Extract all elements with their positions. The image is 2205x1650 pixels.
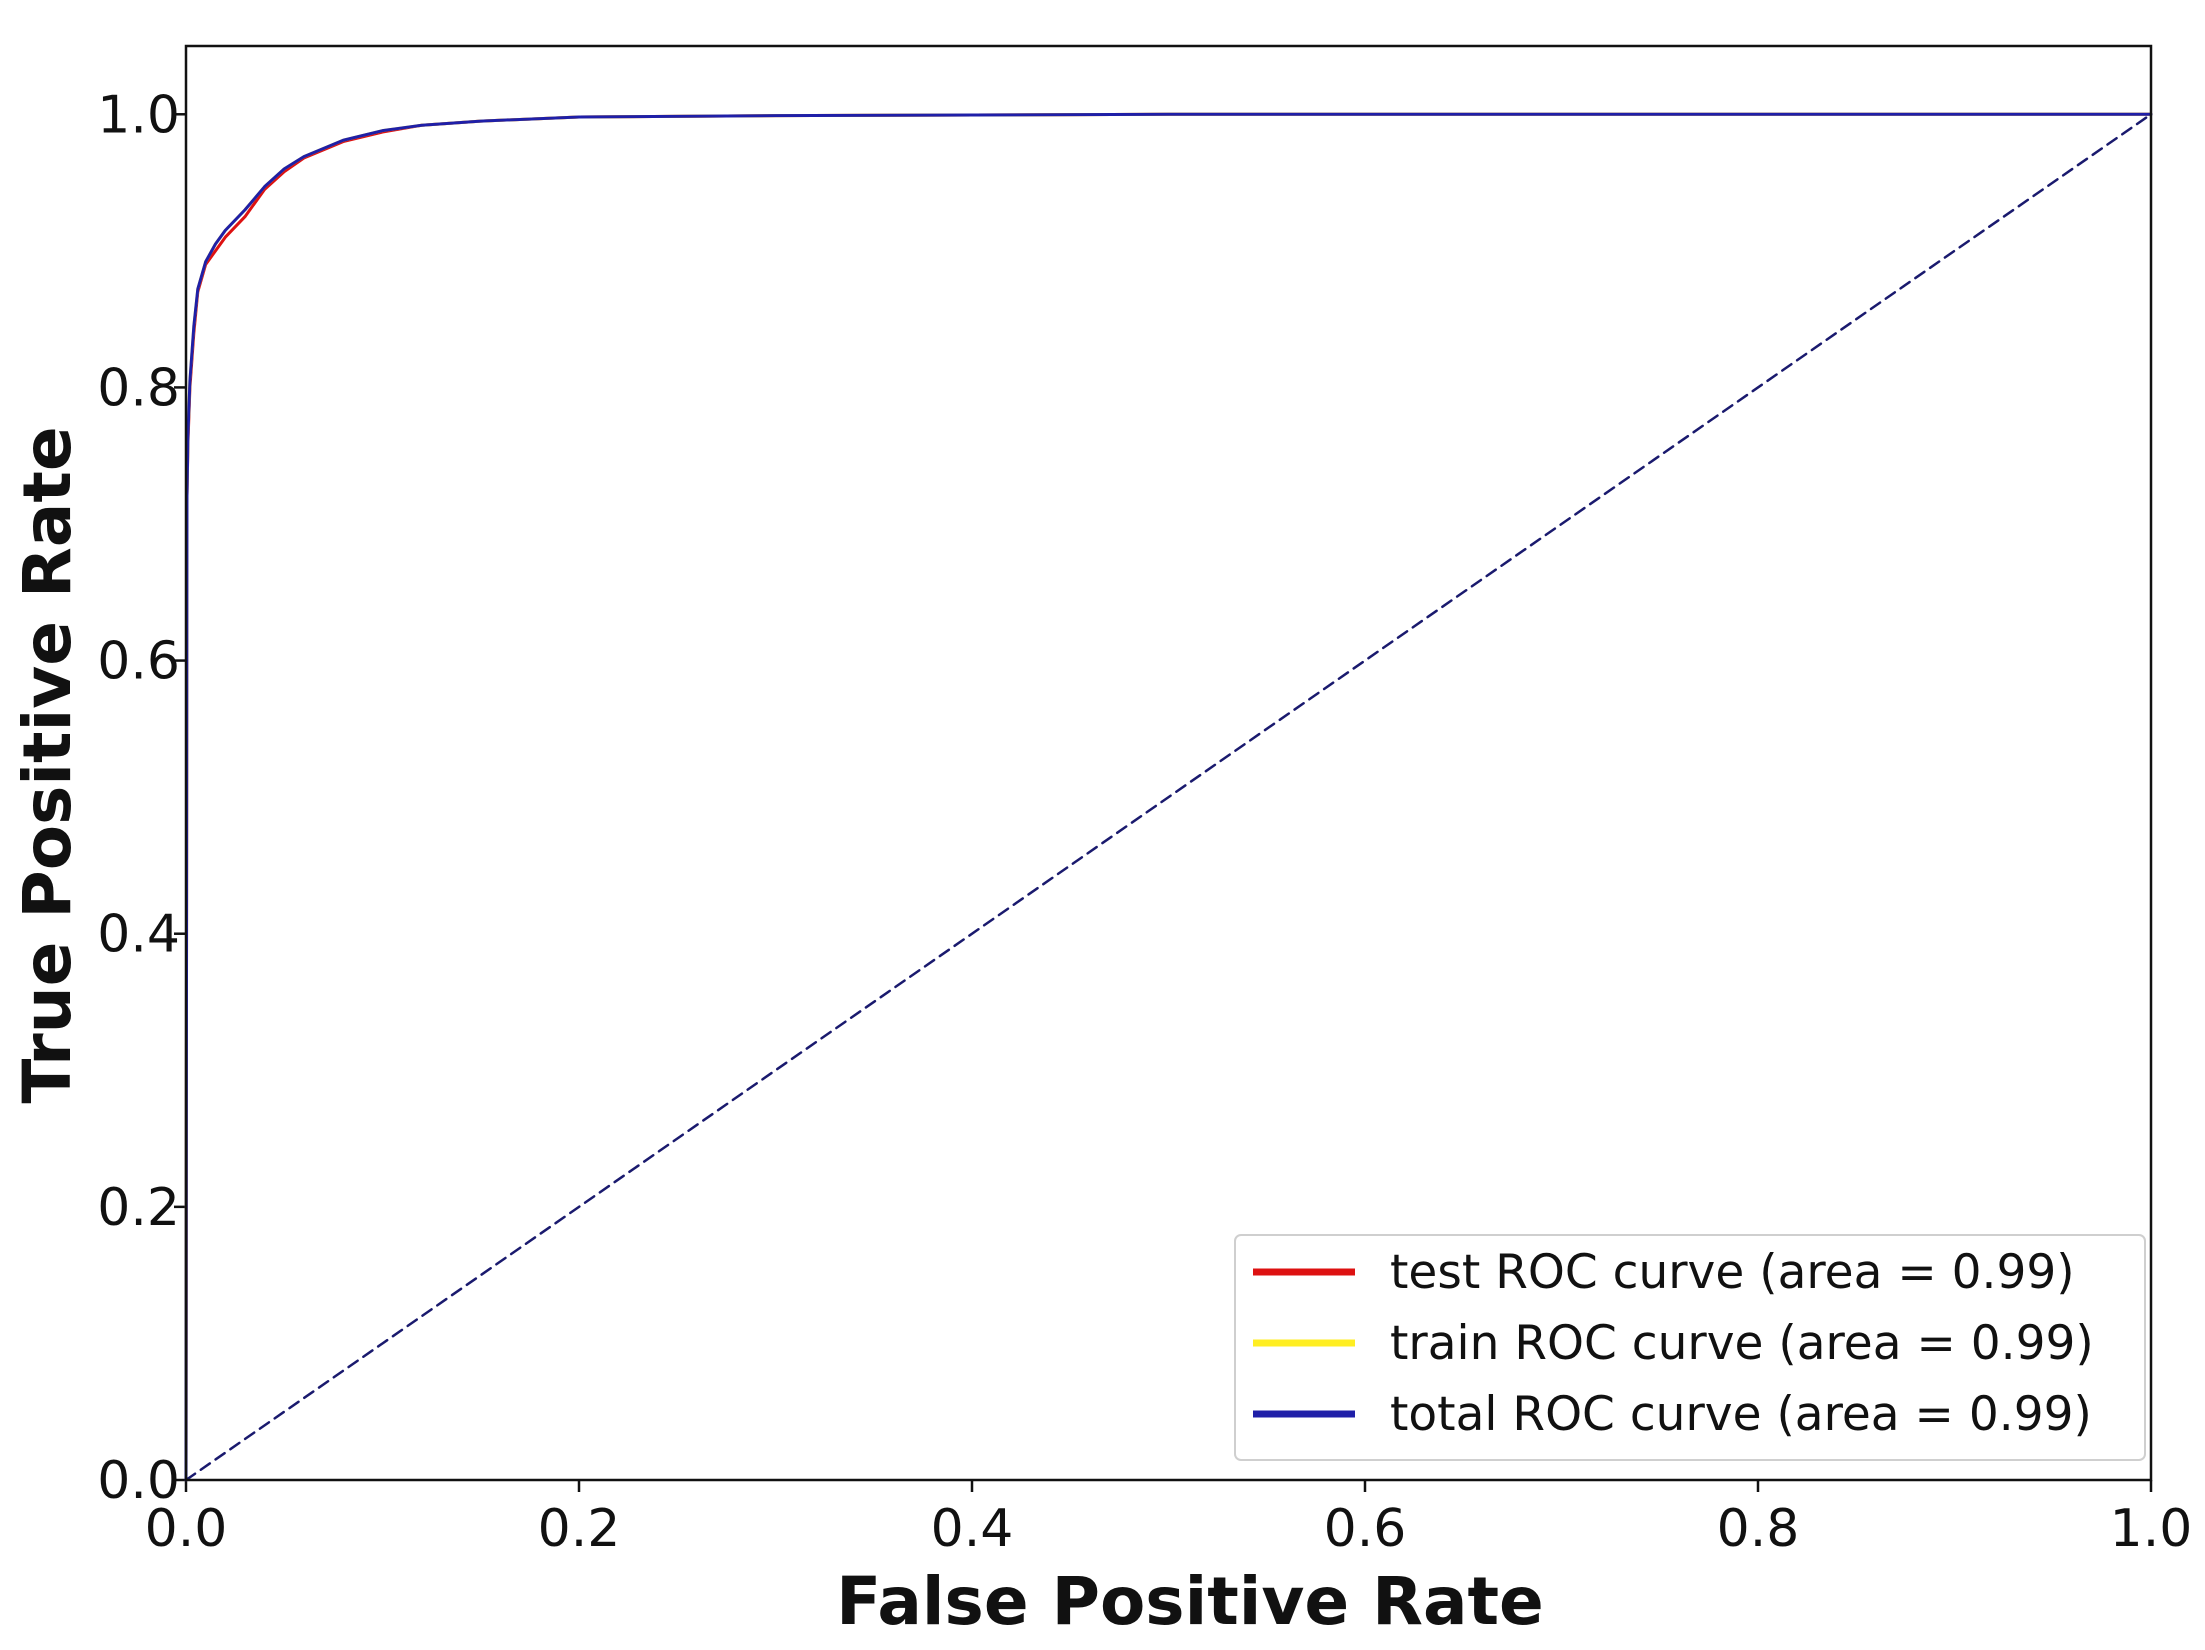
x-tick-label: 0.0 — [145, 1499, 228, 1559]
legend: test ROC curve (area = 0.99) train ROC c… — [1234, 1234, 2146, 1461]
y-tick-label: 0.4 — [97, 905, 180, 965]
x-tick-label: 0.8 — [1717, 1499, 1800, 1559]
y-axis-title: True Positive Rate — [9, 426, 86, 1103]
series-line-total — [184, 112, 2153, 1482]
legend-label-test: test ROC curve (area = 0.99) — [1390, 1245, 2075, 1300]
chance-diagonal-line — [184, 113, 2153, 1482]
y-axis-ticks: 0.0 0.2 0.4 0.6 0.8 1.0 — [97, 85, 186, 1511]
legend-box — [1234, 1234, 2146, 1461]
y-tick-label: 0.6 — [97, 632, 180, 692]
x-tick-label: 0.4 — [931, 1499, 1014, 1559]
x-axis-ticks: 0.0 0.2 0.4 0.6 0.8 1.0 — [145, 1480, 2193, 1559]
y-tick-label: 1.0 — [97, 85, 180, 145]
x-tick-label: 0.2 — [538, 1499, 621, 1559]
series-layer — [184, 112, 2153, 1482]
x-tick-label: 1.0 — [2110, 1499, 2193, 1559]
y-tick-label: 0.8 — [97, 358, 180, 418]
y-tick-label: 0.2 — [97, 1178, 180, 1238]
y-tick-label: 0.0 — [97, 1451, 180, 1511]
plot-frame — [184, 44, 2153, 1482]
legend-label-total: total ROC curve (area = 0.99) — [1390, 1387, 2092, 1442]
legend-label-train: train ROC curve (area = 0.99) — [1390, 1316, 2094, 1371]
x-axis-title: False Positive Rate — [836, 1563, 1544, 1640]
x-tick-label: 0.6 — [1324, 1499, 1407, 1559]
